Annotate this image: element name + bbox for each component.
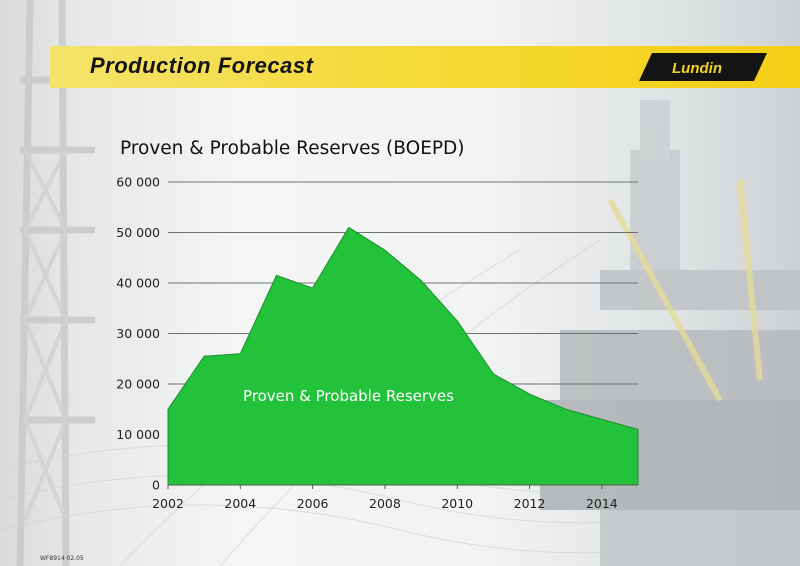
header-bar: Production Forecast Lundin: [50, 46, 800, 88]
chart-title: Proven & Probable Reserves (BOEPD): [120, 138, 465, 159]
y-tick-label: 20 000: [116, 377, 160, 392]
lundin-logo: Lundin: [639, 53, 767, 81]
x-tick-label: 2010: [441, 496, 473, 511]
series-label: Proven & Probable Reserves: [243, 387, 454, 405]
y-axis-ticks: 0 10 000 20 000 30 000 40 000 50 000 60 000: [116, 175, 160, 493]
x-tick-label: 2006: [297, 496, 329, 511]
x-tick-label: 2008: [369, 496, 401, 511]
y-tick-label: 50 000: [116, 225, 160, 240]
y-tick-label: 30 000: [116, 326, 160, 341]
y-tick-label: 40 000: [116, 276, 160, 291]
page-title: Production Forecast: [90, 53, 314, 78]
y-tick-label: 0: [152, 478, 160, 493]
x-tick-label: 2004: [224, 496, 256, 511]
x-axis-ticks: 2002 2004 2006 2008 2010 2012 2014: [152, 485, 618, 511]
x-tick-label: 2014: [586, 496, 618, 511]
logo-text: Lundin: [672, 60, 722, 77]
reserves-area: [167, 226, 639, 486]
y-tick-label: 10 000: [116, 427, 160, 442]
slide-code: WF8914 02.05: [40, 555, 84, 562]
x-tick-label: 2012: [514, 496, 546, 511]
x-tick-label: 2002: [152, 496, 184, 511]
y-tick-label: 60 000: [116, 175, 160, 190]
